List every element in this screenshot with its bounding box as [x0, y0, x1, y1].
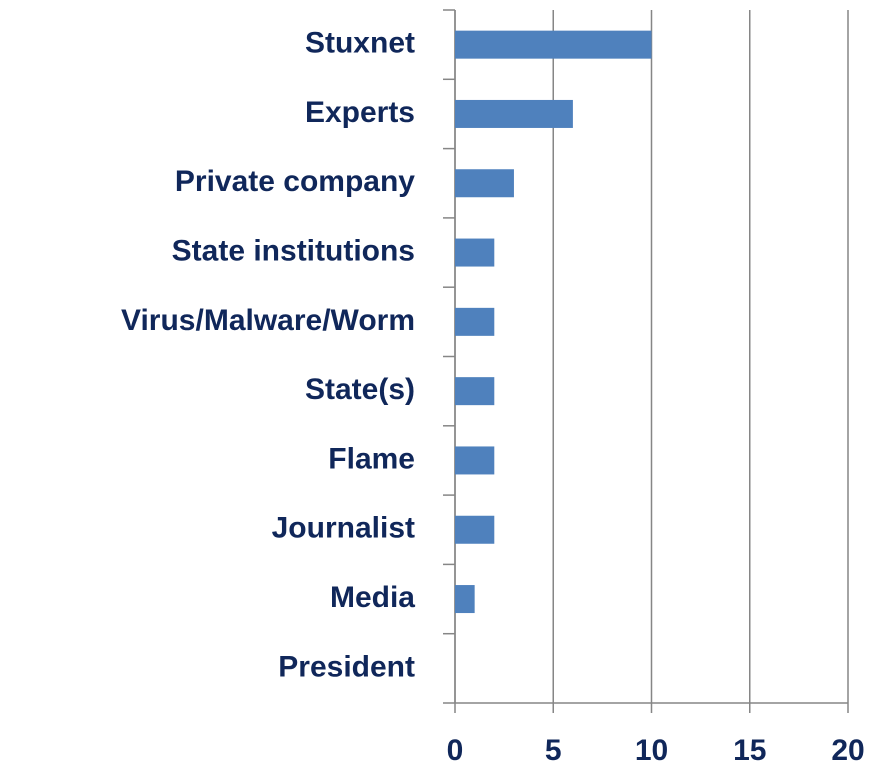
bar: [455, 30, 652, 59]
x-tick-label: 20: [831, 734, 864, 767]
bar: [455, 585, 475, 614]
y-tick-label: Journalist: [272, 512, 415, 545]
bar: [455, 169, 514, 198]
x-tick-label: 10: [635, 734, 668, 767]
bar: [455, 446, 495, 475]
y-tick-label: President: [278, 650, 415, 683]
y-tick-label: Virus/Malware/Worm: [121, 304, 415, 337]
bar: [455, 307, 495, 336]
y-tick-label: Experts: [305, 96, 415, 129]
x-tick-label: 15: [733, 734, 766, 767]
y-tick-label: Flame: [328, 442, 415, 475]
y-tick-label: Private company: [175, 165, 415, 198]
bar: [455, 99, 573, 128]
x-tick-label: 5: [545, 734, 562, 767]
bar: [455, 377, 495, 406]
y-tick-label: State institutions: [172, 234, 415, 267]
bar: [455, 238, 495, 267]
y-tick-label: Media: [330, 581, 415, 614]
bar: [455, 515, 495, 544]
x-tick-label: 0: [447, 734, 464, 767]
y-tick-label: State(s): [305, 373, 415, 406]
y-tick-label: Stuxnet: [305, 27, 415, 60]
